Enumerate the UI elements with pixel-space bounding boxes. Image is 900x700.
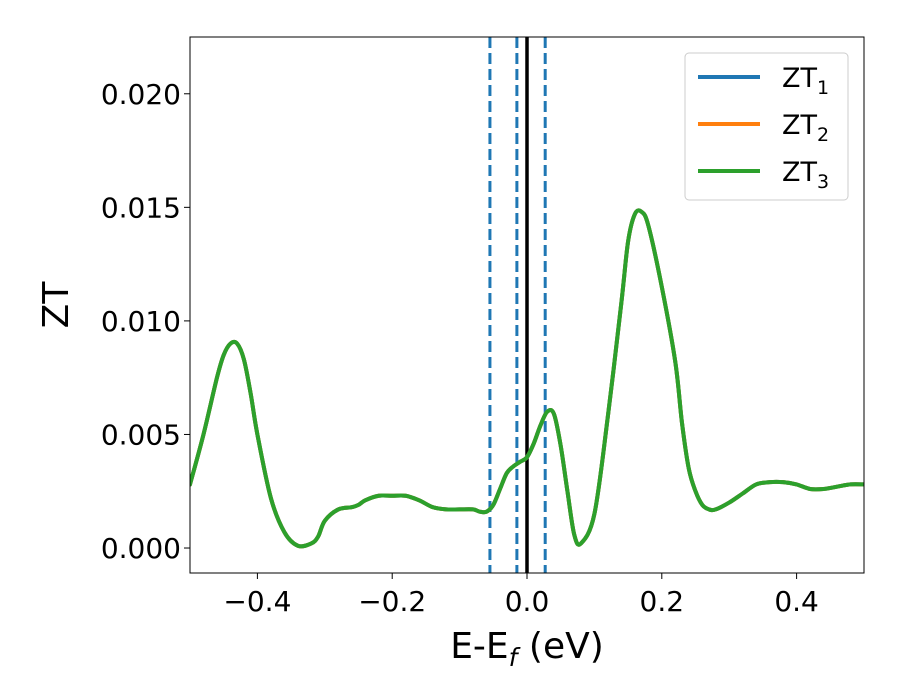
y-tick-label-3: 0.015 <box>101 191 181 224</box>
legend-label-1: ZT1 <box>782 63 829 99</box>
plot-area <box>189 36 865 574</box>
y-axis-label: ZT <box>36 281 77 329</box>
legend-label-2: ZT2 <box>782 110 829 146</box>
x-tick-label-1: −0.2 <box>358 585 426 618</box>
x-tick-label-4: 0.4 <box>774 585 819 618</box>
legend-frame <box>684 52 849 201</box>
x-tick-label-2: 0.0 <box>505 585 550 618</box>
y-axis: 0.000 0.005 0.010 0.015 0.020 <box>101 78 190 565</box>
x-axis: −0.4 −0.2 0.0 0.2 0.4 <box>223 573 819 618</box>
y-tick-label-4: 0.020 <box>101 78 181 111</box>
y-tick-label-0: 0.000 <box>101 532 181 565</box>
y-tick-label-2: 0.010 <box>101 305 181 338</box>
series-line-3 <box>190 208 864 549</box>
x-axis-label: E-Ef (eV) <box>450 626 604 672</box>
x-tick-label-3: 0.2 <box>640 585 685 618</box>
legend: ZT1 ZT2 ZT3 <box>684 52 849 201</box>
legend-label-3: ZT3 <box>782 157 829 193</box>
y-tick-label-1: 0.005 <box>101 418 181 451</box>
x-tick-label-0: −0.4 <box>223 585 291 618</box>
